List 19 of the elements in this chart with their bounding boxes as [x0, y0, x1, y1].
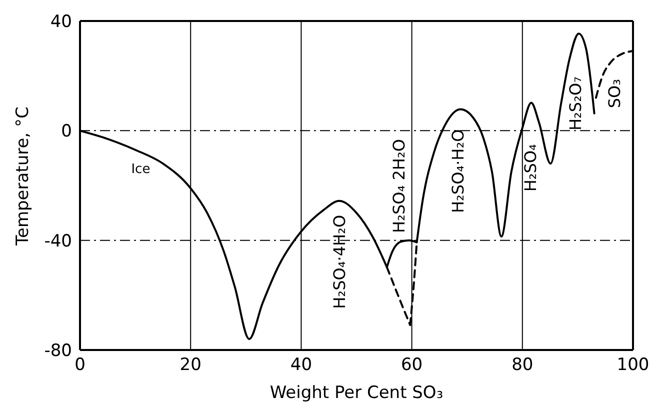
y-axis-title: Temperature, °C: [13, 106, 34, 246]
annotation: H₂S₂O₇: [566, 76, 586, 131]
x-tick-label: 100: [616, 355, 650, 376]
y-tick-label: -40: [44, 231, 72, 252]
x-tick-label: 80: [512, 355, 534, 376]
y-tick-label: -80: [44, 341, 72, 362]
x-tick-label: 0: [74, 355, 86, 376]
annotation: Ice: [131, 162, 150, 177]
annotation: SO₃: [604, 79, 624, 108]
annotation: H₂SO₄: [520, 144, 540, 192]
x-tick-label: 60: [400, 355, 423, 376]
annotation: H₂SO₄·H₂O: [448, 129, 468, 214]
annotation: H₂SO₄ 2H₂O: [390, 139, 409, 233]
y-tick-label: 0: [61, 122, 72, 142]
x-tick-label: 20: [180, 355, 202, 376]
y-tick-label: 40: [50, 12, 72, 32]
x-tick-label: 40: [290, 355, 312, 376]
x-axis-title: Weight Per Cent SO₃: [270, 383, 444, 403]
annotation: H₂SO₄·4H₂O: [330, 214, 349, 309]
